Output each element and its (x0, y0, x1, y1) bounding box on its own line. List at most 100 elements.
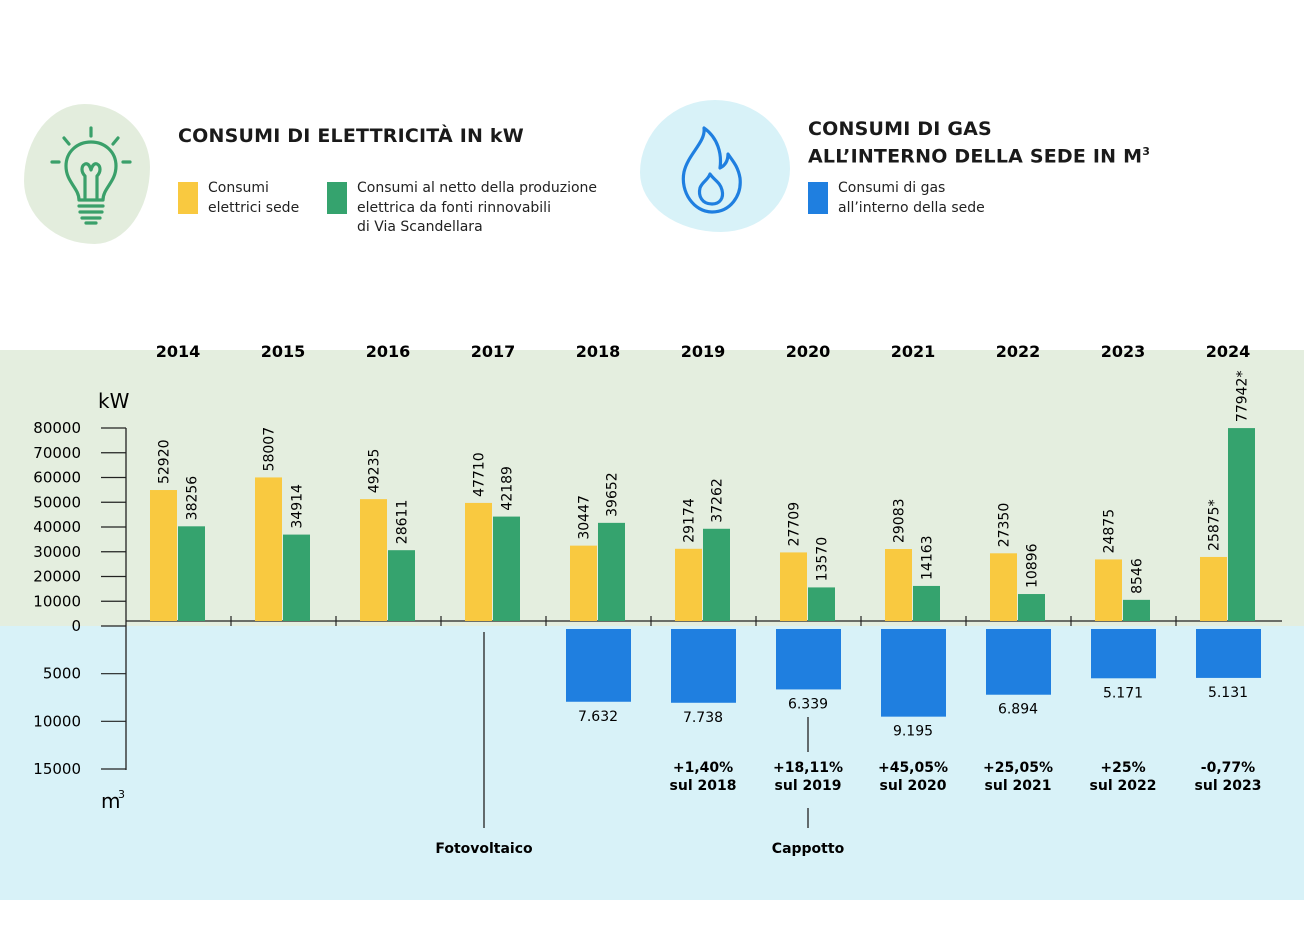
bar-label-electric: 27350 (997, 503, 1013, 548)
bar-gas (881, 629, 946, 717)
change-reference: sul 2021 (985, 778, 1052, 794)
y-tick-label-lower: 5000 (43, 665, 81, 683)
bar-net (913, 585, 940, 621)
bar-net (808, 587, 835, 621)
bar-label-gas: 5.131 (1208, 685, 1248, 701)
legend-swatch-net (327, 182, 347, 214)
change-percent: +45,05% (878, 760, 948, 776)
bar-electric (360, 499, 387, 621)
year-label: 2020 (786, 342, 831, 361)
bar-label-electric: 47710 (472, 452, 488, 497)
year-label: 2017 (471, 342, 516, 361)
gas-chart-band (0, 626, 1304, 900)
bar-net (1123, 599, 1150, 621)
bar-label-net: 42189 (500, 466, 516, 511)
bar-label-net: 77942* (1235, 371, 1251, 423)
bar-electric (255, 477, 282, 621)
bar-label-gas: 9.195 (893, 724, 933, 740)
y-axis-unit-lower: m (101, 789, 120, 813)
legend-text-electric: Consumi elettrici sede (208, 180, 300, 216)
change-reference: sul 2022 (1090, 778, 1157, 794)
bar-net (598, 522, 625, 621)
bar-net (388, 550, 415, 621)
legend-text-gas: Consumi di gas all’interno della sede (838, 180, 985, 216)
bar-electric (885, 549, 912, 621)
bar-label-electric: 52920 (157, 439, 173, 484)
year-label: 2023 (1101, 342, 1146, 361)
bar-label-gas: 6.894 (998, 702, 1038, 718)
bar-label-electric: 27709 (787, 502, 803, 547)
bar-label-net: 10896 (1025, 543, 1041, 588)
lightbulb-icon (50, 126, 132, 225)
bar-electric (1200, 556, 1227, 621)
electricity-chart-band (0, 350, 1304, 626)
annotation-label: Fotovoltaico (435, 841, 533, 857)
gas-title-line-1: CONSUMI DI GAS (808, 118, 992, 140)
bar-label-gas: 7.738 (683, 710, 723, 726)
bar-label-net: 37262 (710, 478, 726, 523)
year-label: 2018 (576, 342, 621, 361)
bar-label-electric: 49235 (367, 449, 383, 494)
legend-swatch-electric (178, 182, 198, 214)
bar-label-electric: 29174 (682, 498, 698, 543)
bar-net (493, 516, 520, 621)
bar-label-electric: 24875 (1102, 509, 1118, 554)
change-percent: +1,40% (673, 760, 733, 776)
change-percent: +25,05% (983, 760, 1053, 776)
bar-label-gas: 5.171 (1103, 685, 1143, 701)
y-tick-label: 30000 (33, 543, 81, 561)
y-tick-label: 80000 (33, 419, 81, 437)
change-reference: sul 2023 (1195, 778, 1262, 794)
bar-label-net: 34914 (290, 484, 306, 529)
year-label: 2022 (996, 342, 1041, 361)
y-tick-label: 40000 (33, 518, 81, 536)
bar-gas (776, 629, 841, 690)
bar-electric (675, 548, 702, 621)
year-label: 2019 (681, 342, 726, 361)
year-label: 2024 (1206, 342, 1251, 361)
bar-label-net: 13570 (815, 537, 831, 582)
bar-label-net: 38256 (185, 476, 201, 521)
y-axis-unit-lower-sup: 3 (118, 788, 125, 801)
y-tick-label-lower: 15000 (33, 760, 81, 778)
gas-title-line-2: ALL’INTERNO DELLA SEDE IN M3 (808, 145, 1151, 168)
y-tick-label: 20000 (33, 568, 81, 586)
bar-label-electric: 30447 (577, 495, 593, 540)
bar-net (1018, 594, 1045, 621)
y-tick-label: 0 (71, 617, 81, 635)
y-tick-label-lower: 10000 (33, 712, 81, 730)
bar-net (283, 534, 310, 621)
y-tick-label: 50000 (33, 493, 81, 511)
change-reference: sul 2018 (670, 778, 737, 794)
bar-electric (990, 553, 1017, 621)
bar-label-electric: 25875* (1207, 499, 1223, 551)
legend-text-net: Consumi al netto della produzione elettr… (357, 180, 598, 235)
lightbulb-icon-background (24, 104, 150, 244)
bar-gas (986, 629, 1051, 695)
bar-label-net: 14163 (920, 535, 936, 580)
y-tick-label: 60000 (33, 469, 81, 487)
bar-electric (780, 552, 807, 621)
bar-gas (1091, 629, 1156, 679)
change-percent: +25% (1100, 760, 1145, 776)
bar-gas (1196, 629, 1261, 678)
electricity-title: CONSUMI DI ELETTRICITÀ IN kW (178, 125, 524, 147)
bar-electric (570, 545, 597, 621)
bar-gas (566, 629, 631, 702)
y-tick-label: 70000 (33, 444, 81, 462)
bar-label-net: 39652 (605, 472, 621, 517)
change-percent: -0,77% (1201, 760, 1255, 776)
year-label: 2014 (156, 342, 201, 361)
year-label: 2021 (891, 342, 936, 361)
flame-icon (681, 126, 742, 214)
bar-label-gas: 7.632 (578, 709, 618, 725)
y-axis-unit-upper: kW (98, 389, 130, 413)
bar-label-gas: 6.339 (788, 696, 828, 712)
change-percent: +18,11% (773, 760, 843, 776)
bar-label-net: 28611 (395, 500, 411, 545)
bar-net (703, 528, 730, 621)
bar-label-net: 8546 (1130, 558, 1146, 594)
bar-net (178, 526, 205, 621)
bar-label-electric: 58007 (262, 427, 278, 472)
